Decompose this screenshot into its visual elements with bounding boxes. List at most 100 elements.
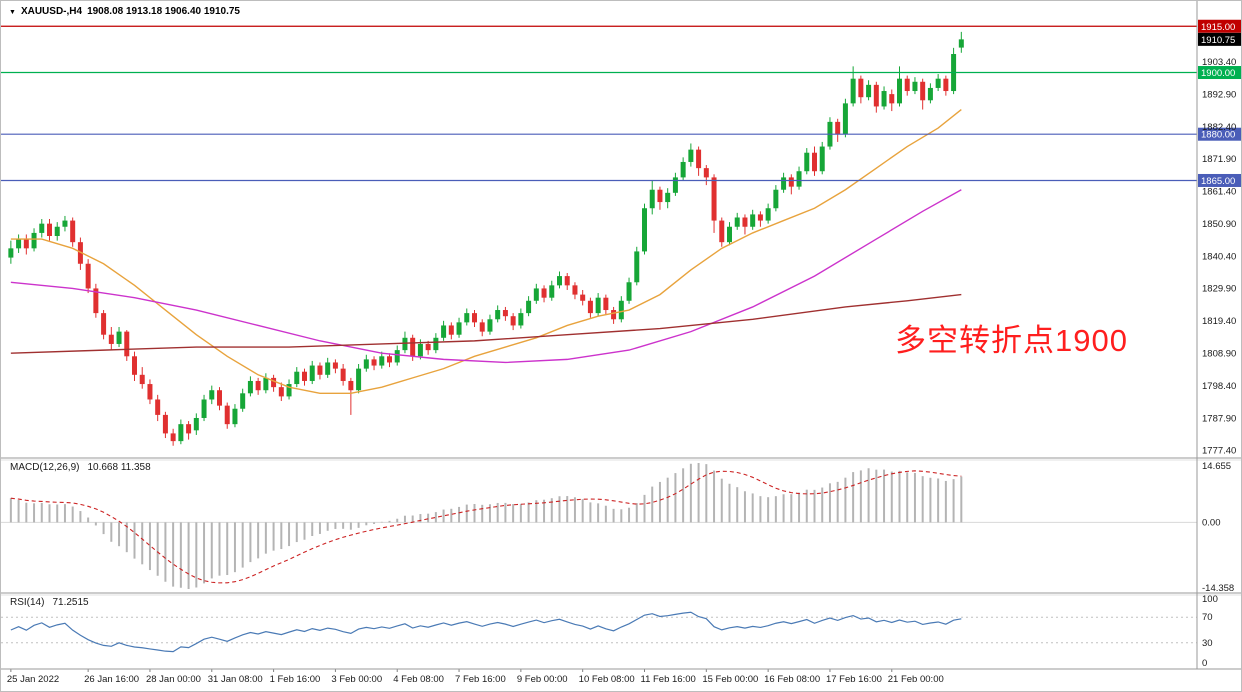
candle	[842, 98, 848, 138]
candle	[247, 376, 253, 397]
candle	[595, 293, 601, 317]
candle	[155, 394, 161, 422]
candle	[101, 310, 107, 340]
ma-slow-darkred	[10, 293, 962, 354]
candle	[526, 296, 532, 317]
candle	[340, 364, 346, 386]
candle	[379, 351, 385, 369]
candle	[696, 146, 702, 176]
candle	[8, 240, 14, 264]
current-price-tag: 1910.75	[1198, 32, 1241, 46]
svg-text:1900.00: 1900.00	[1201, 68, 1235, 79]
svg-text:1840.40: 1840.40	[1202, 251, 1236, 262]
price-tag-1915.00: 1915.00	[1198, 19, 1241, 33]
candle	[958, 31, 964, 53]
candle	[39, 219, 45, 238]
symbol-label: XAUUSD-,H4	[20, 6, 83, 17]
symbol-dropdown-icon[interactable]: ▼	[9, 9, 16, 16]
candle	[271, 374, 277, 392]
rsi-value: 71.2515	[52, 597, 89, 608]
ohlc-values: 1908.08 1913.18 1906.40 1910.75	[87, 6, 240, 17]
candle	[727, 222, 732, 246]
candle	[634, 246, 640, 286]
time-label: 17 Feb 16:00	[826, 674, 882, 685]
candle	[927, 83, 933, 104]
candle	[866, 80, 872, 101]
time-label: 4 Feb 08:00	[393, 674, 444, 685]
ma-fast-orange	[10, 108, 962, 395]
h-lines-layer[interactable]	[1, 25, 1197, 182]
candle	[255, 377, 261, 395]
time-label: 26 Jan 16:00	[84, 674, 139, 685]
svg-text:0.00: 0.00	[1202, 517, 1221, 528]
svg-text:1861.40: 1861.40	[1202, 187, 1236, 198]
svg-text:1819.40: 1819.40	[1202, 316, 1236, 327]
candle	[858, 75, 864, 104]
time-label: 10 Feb 08:00	[579, 674, 635, 685]
macd-signal-line	[10, 470, 962, 584]
chart-text-annotation[interactable]: 多空转折点1900	[895, 323, 1128, 358]
candle	[433, 333, 439, 354]
candle	[108, 326, 114, 351]
panel-frame	[1, 1, 1241, 670]
candle	[47, 219, 52, 241]
candle	[564, 273, 570, 290]
candle	[425, 340, 431, 355]
candle	[147, 379, 153, 405]
price-tag-1880.00: 1880.00	[1198, 127, 1241, 141]
candle	[487, 314, 493, 335]
chart-title-bar[interactable]: ▼ XAUUSD-,H4 1908.08 1913.18 1906.40 191…	[9, 6, 240, 17]
rsi-indicator-label: RSI(14) 71.2515	[10, 597, 89, 608]
candle	[541, 285, 547, 303]
candle	[16, 234, 22, 253]
rsi-panel[interactable]	[1, 611, 1197, 653]
rsi-line	[10, 611, 962, 653]
price-tag-1865.00: 1865.00	[1198, 173, 1241, 187]
candle	[580, 289, 586, 306]
svg-text:1871.90: 1871.90	[1202, 154, 1236, 165]
candle	[557, 271, 562, 289]
candle	[912, 77, 918, 95]
svg-text:1808.90: 1808.90	[1202, 349, 1236, 360]
candle	[611, 306, 617, 324]
svg-text:70: 70	[1202, 612, 1213, 623]
candle	[278, 382, 284, 402]
candle	[827, 117, 833, 150]
candle	[796, 166, 802, 190]
candle	[263, 373, 269, 394]
candle	[920, 78, 926, 110]
candle	[533, 283, 539, 304]
svg-text:1910.75: 1910.75	[1201, 35, 1235, 46]
price-scale[interactable]: 1903.40 1892.90 1882.40 1871.90 1861.40 1850.…	[1202, 57, 1236, 457]
candle	[734, 212, 740, 230]
candle	[549, 280, 555, 301]
macd-scale: 14.655 0.00 -14.358	[1202, 461, 1234, 594]
candle	[757, 211, 763, 227]
time-label: 25 Jan 2022	[7, 674, 59, 685]
candle	[31, 228, 37, 252]
time-label: 16 Feb 08:00	[764, 674, 820, 685]
candle	[788, 174, 794, 195]
candle	[773, 185, 779, 212]
svg-text:1892.90: 1892.90	[1202, 89, 1236, 100]
candle	[835, 118, 841, 142]
candle	[657, 186, 663, 210]
candle	[618, 296, 624, 323]
macd-panel[interactable]	[1, 463, 1197, 589]
candle	[348, 377, 354, 415]
candle	[132, 351, 137, 381]
candle	[448, 322, 454, 340]
svg-text:-14.358: -14.358	[1202, 583, 1234, 594]
time-axis[interactable]: 25 Jan 2022 26 Jan 16:00 28 Jan 00:00 31 Ja…	[7, 669, 944, 685]
candle	[116, 326, 122, 348]
time-label: 28 Jan 00:00	[146, 674, 201, 685]
candle	[703, 165, 709, 186]
candle	[742, 214, 748, 235]
rsi-name: RSI(14)	[10, 597, 45, 608]
macd-histogram	[9, 463, 963, 589]
time-label: 9 Feb 00:00	[517, 674, 568, 685]
time-label: 21 Feb 00:00	[888, 674, 944, 685]
candle	[881, 86, 887, 110]
